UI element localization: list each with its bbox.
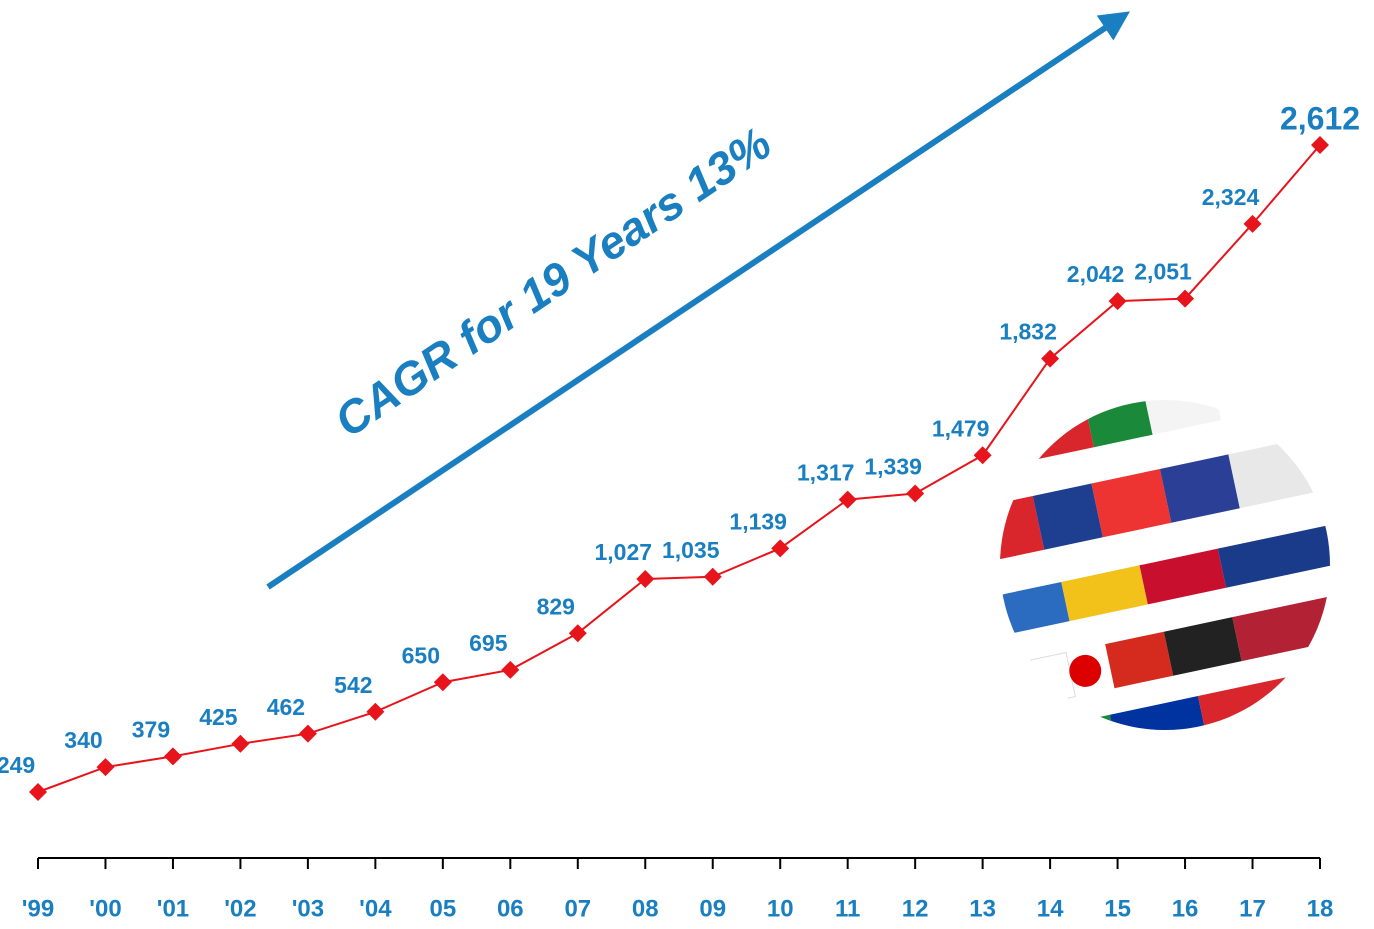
- data-label: 379: [132, 716, 170, 742]
- data-point: [973, 446, 992, 465]
- data-point: [29, 783, 47, 801]
- data-label: 1,317: [797, 460, 855, 486]
- data-label: 1,027: [594, 539, 652, 565]
- x-tick-label: 12: [902, 895, 929, 922]
- data-point: [1311, 136, 1329, 154]
- data-point: [501, 660, 520, 679]
- data-label: 2,042: [1067, 261, 1125, 287]
- globe-decoration: [1000, 400, 1330, 730]
- data-point: [1243, 214, 1262, 233]
- x-tick-label: 14: [1037, 895, 1064, 922]
- data-point: [433, 673, 452, 692]
- x-tick-label: 15: [1104, 895, 1131, 922]
- x-tick-label: 17: [1239, 895, 1266, 922]
- x-tick-label: 18: [1307, 895, 1334, 922]
- data-point: [1041, 349, 1060, 368]
- data-point: [298, 724, 317, 743]
- data-point: [96, 758, 115, 777]
- data-label: 542: [334, 672, 372, 698]
- data-label: 340: [64, 727, 102, 753]
- x-tick-label: 16: [1172, 895, 1199, 922]
- data-label: 650: [402, 642, 440, 668]
- data-label: 829: [537, 593, 575, 619]
- data-label: 695: [469, 630, 508, 656]
- x-tick-label: '02: [224, 895, 256, 922]
- data-label: 2,324: [1202, 184, 1260, 210]
- data-point: [838, 490, 857, 509]
- x-tick-label: 06: [497, 895, 524, 922]
- x-tick-label: '00: [89, 895, 121, 922]
- x-tick-label: 13: [969, 895, 996, 922]
- data-label: 1,339: [864, 454, 922, 480]
- x-tick-label: 08: [632, 895, 659, 922]
- data-point: [906, 484, 925, 503]
- x-tick-label: 07: [564, 895, 591, 922]
- data-point: [636, 569, 655, 588]
- x-tick-label: '01: [157, 895, 189, 922]
- data-point: [366, 702, 385, 721]
- series-line: [37, 144, 1321, 793]
- data-label: 1,832: [999, 319, 1057, 345]
- data-point: [703, 567, 722, 586]
- data-label: 2,051: [1134, 259, 1192, 285]
- data-label: 1,139: [729, 508, 787, 534]
- x-tick-label: 09: [699, 895, 726, 922]
- x-tick-label: 11: [835, 895, 860, 922]
- data-point: [1176, 289, 1195, 308]
- trend-arrow: [266, 11, 1130, 590]
- x-tick-label: 10: [767, 895, 794, 922]
- data-label: 425: [199, 704, 238, 730]
- data-label: 2,612: [1280, 100, 1360, 136]
- data-label: 249: [0, 752, 35, 778]
- data-point: [568, 624, 587, 643]
- data-label: 462: [267, 694, 305, 720]
- data-label: 1,479: [932, 415, 990, 441]
- data-point: [1108, 292, 1127, 311]
- x-tick-label: '03: [292, 895, 324, 922]
- data-point: [231, 734, 250, 753]
- x-tick-label: '99: [22, 895, 54, 922]
- x-tick-label: 05: [429, 895, 456, 922]
- data-point: [163, 747, 182, 766]
- data-label: 1,035: [662, 537, 720, 563]
- x-tick-label: '04: [359, 895, 392, 922]
- data-point: [771, 539, 790, 558]
